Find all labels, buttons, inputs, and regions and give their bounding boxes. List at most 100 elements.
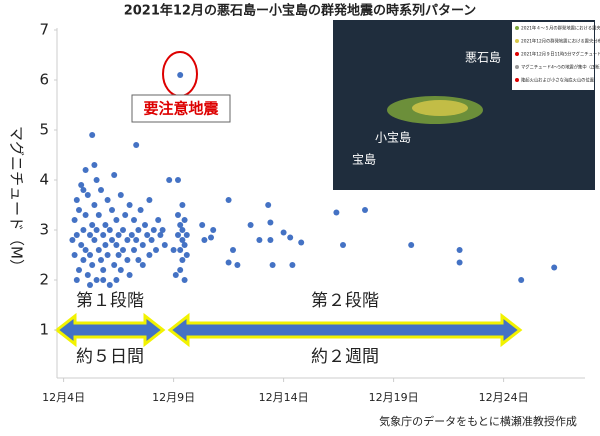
stage2-label: 第２段階 xyxy=(311,291,379,311)
data-point xyxy=(120,227,126,233)
data-point xyxy=(95,212,102,218)
data-point xyxy=(230,247,236,253)
data-point xyxy=(179,227,186,233)
x-tick-label: 12月19日 xyxy=(369,391,419,404)
data-point xyxy=(95,247,102,253)
data-point xyxy=(73,232,80,238)
data-point xyxy=(128,232,135,238)
data-point xyxy=(267,219,274,226)
data-point xyxy=(155,217,162,223)
stage1-span: 約５日間 xyxy=(76,347,144,367)
map-cluster xyxy=(412,100,468,116)
data-point xyxy=(146,197,153,203)
data-point xyxy=(157,232,164,238)
data-point xyxy=(148,237,155,243)
data-point xyxy=(146,252,153,258)
data-point xyxy=(234,262,241,268)
data-point xyxy=(256,237,263,243)
data-point xyxy=(181,217,188,223)
data-point xyxy=(131,217,137,223)
map-legend-swatch xyxy=(515,78,519,82)
data-point xyxy=(225,197,232,203)
y-tick-label: 6 xyxy=(39,71,49,89)
data-point xyxy=(177,222,184,228)
data-point xyxy=(73,197,80,203)
map-legend-swatch xyxy=(515,26,519,30)
data-point xyxy=(551,264,558,271)
data-point xyxy=(159,227,166,233)
map-legend-text: 2021年12月９日11時5分マグニチュード6.1地震 xyxy=(521,51,600,58)
data-point xyxy=(82,167,89,173)
data-point xyxy=(199,222,206,228)
data-point xyxy=(298,239,305,246)
map-legend-swatch xyxy=(515,65,519,69)
data-point xyxy=(208,234,214,241)
data-point xyxy=(518,277,525,283)
y-tick-label: 4 xyxy=(39,171,49,189)
data-point xyxy=(80,257,87,263)
data-point xyxy=(73,277,80,283)
data-point xyxy=(113,217,120,223)
data-point xyxy=(280,229,287,236)
y-tick-label: 1 xyxy=(39,321,49,339)
data-point xyxy=(456,259,463,266)
data-point xyxy=(177,267,184,273)
data-point xyxy=(113,277,120,283)
data-point xyxy=(91,202,98,208)
x-tick-label: 12月9日 xyxy=(152,391,195,404)
data-point xyxy=(201,237,208,243)
map-legend-text: 2021年４〜５月の群発地震における震央分布 xyxy=(521,25,600,32)
data-point xyxy=(122,212,129,218)
data-point xyxy=(124,237,131,243)
island-label: 宝島 xyxy=(352,152,376,167)
data-point xyxy=(84,192,91,198)
data-point xyxy=(91,237,98,243)
data-point xyxy=(87,232,93,238)
data-point xyxy=(106,227,113,233)
stage1-arrow xyxy=(54,312,166,348)
data-point xyxy=(139,242,146,248)
data-point xyxy=(69,237,76,243)
data-point xyxy=(113,242,120,248)
data-point xyxy=(408,242,415,248)
data-point xyxy=(142,222,148,228)
map-legend xyxy=(512,22,594,90)
data-point xyxy=(175,232,181,238)
data-point xyxy=(102,242,109,248)
stage2-span: 約２週間 xyxy=(311,347,379,367)
data-point xyxy=(124,257,131,263)
data-point xyxy=(175,177,181,183)
data-point xyxy=(247,222,254,228)
map-legend-text: 2021年12月の群発地震における震央分布 xyxy=(521,38,600,45)
island-label: 悪石島 xyxy=(465,50,501,65)
y-tick-label: 3 xyxy=(39,221,49,239)
data-point xyxy=(89,262,96,268)
data-point xyxy=(115,232,122,238)
data-point xyxy=(76,207,82,213)
x-tick-label: 12月14日 xyxy=(259,391,309,404)
warning-box xyxy=(131,94,231,123)
data-point xyxy=(82,247,89,253)
data-point xyxy=(340,242,346,248)
map-legend-swatch xyxy=(515,39,519,43)
data-point xyxy=(100,267,107,273)
data-point xyxy=(131,247,137,253)
data-point xyxy=(150,227,157,233)
data-point xyxy=(210,227,217,233)
data-point xyxy=(126,272,133,278)
data-point xyxy=(126,202,133,208)
data-point xyxy=(109,207,115,213)
y-tick-label: 2 xyxy=(39,271,49,289)
data-point xyxy=(179,257,186,263)
data-point xyxy=(133,237,140,243)
data-point xyxy=(71,252,78,258)
data-point xyxy=(139,262,146,268)
data-point xyxy=(181,277,188,283)
data-point xyxy=(80,187,87,193)
x-tick-label: 12月24日 xyxy=(479,391,529,404)
data-point xyxy=(333,209,340,216)
source: 気象庁のデータをもとに横瀬准教授作成 xyxy=(379,414,577,428)
data-point xyxy=(78,242,85,248)
y-tick-label: 7 xyxy=(39,21,49,39)
